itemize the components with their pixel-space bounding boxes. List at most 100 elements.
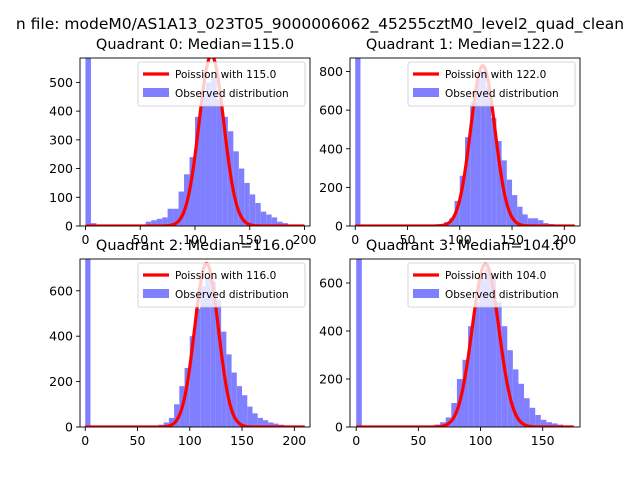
y-tick-label: 400	[49, 329, 73, 344]
histogram-bar	[249, 194, 256, 226]
x-tick-label: 100	[178, 433, 202, 448]
histogram-bar	[475, 79, 481, 226]
x-tick-label: 150	[531, 433, 555, 448]
legend: Poission with 122.0 Observed distribution	[407, 61, 576, 107]
histogram-bar	[512, 195, 518, 226]
legend-box	[137, 61, 306, 107]
legend-label-poisson: Poission with 104.0	[445, 270, 546, 282]
histogram-bar	[546, 422, 553, 427]
y-tick-label: 0	[335, 420, 343, 435]
legend-box	[407, 61, 576, 107]
subplot-title: Quadrant 3: Median=104.0	[366, 238, 564, 254]
legend: Poission with 115.0 Observed distribution	[137, 61, 306, 107]
histogram-bar	[491, 117, 497, 226]
histogram-bar	[524, 398, 530, 427]
x-tick-label: 50	[400, 232, 416, 247]
histogram-bar	[356, 259, 362, 427]
x-tick-label: 0	[81, 232, 89, 247]
x-tick-label: 0	[351, 232, 359, 247]
histogram-bar	[262, 420, 269, 427]
histogram-bar	[205, 277, 211, 427]
histogram-bar	[468, 326, 474, 427]
legend-bar-swatch	[413, 289, 439, 298]
y-tick-label: 200	[319, 372, 343, 387]
legend-label-poisson: Poission with 116.0	[175, 270, 276, 282]
histogram-bar	[507, 350, 513, 427]
y-tick-label: 100	[49, 190, 73, 205]
histogram-bar	[552, 423, 558, 427]
y-tick-label: 400	[49, 104, 73, 119]
y-tick-label: 0	[65, 219, 73, 234]
y-tick-label: 300	[49, 132, 73, 147]
histogram-bar	[163, 422, 169, 427]
x-tick-label: 100	[183, 232, 207, 247]
legend-bar-swatch	[143, 88, 169, 97]
subplot-quadrant-3: 0 50 100 150 0 200 400 600 Quadrant 3: Median=10…	[319, 238, 581, 448]
subplot-title: Quadrant 1: Median=122.0	[366, 37, 564, 53]
legend-bar-swatch	[143, 289, 169, 298]
histogram-bar	[260, 211, 267, 226]
histogram-bar	[473, 302, 480, 427]
y-tick-label: 0	[335, 219, 343, 234]
legend-label-poisson: Poission with 122.0	[445, 69, 546, 81]
histogram-bar	[277, 221, 283, 226]
histogram-bar	[151, 220, 157, 226]
histogram-bar	[85, 259, 91, 427]
poisson-curve	[354, 64, 576, 226]
x-tick-label: 150	[238, 232, 262, 247]
histogram-bar	[496, 141, 502, 226]
x-tick-label: 100	[448, 232, 472, 247]
histogram-bar	[174, 404, 180, 427]
histogram-bar	[189, 157, 195, 226]
histogram-bar	[242, 395, 248, 427]
y-tick-label: 400	[319, 141, 343, 156]
histogram-bar	[465, 137, 471, 226]
histogram-bar	[236, 386, 243, 427]
histogram-bar	[266, 214, 272, 226]
y-tick-label: 200	[319, 180, 343, 195]
histogram-bar	[512, 369, 519, 427]
x-tick-label: 50	[410, 433, 426, 448]
histogram-bar	[268, 422, 274, 427]
histogram-bar	[156, 218, 163, 226]
histogram-bar	[195, 116, 201, 226]
subplot-quadrant-2: 0 50 100 150 200 0 200 400 600 Quadrant 2: Median…	[49, 238, 311, 448]
histogram-bar	[145, 221, 152, 226]
histogram-bar	[518, 383, 525, 427]
histogram-bar	[535, 415, 541, 427]
histogram-bar	[470, 102, 476, 226]
y-tick-label: 800	[319, 64, 343, 79]
histogram-bar	[211, 76, 217, 226]
histogram-bar	[490, 278, 497, 427]
histogram-bar	[529, 407, 536, 427]
histogram-bar	[517, 206, 523, 226]
histogram-bar	[200, 93, 206, 226]
histogram-bar	[459, 175, 465, 226]
histogram-bar	[496, 302, 502, 427]
histogram-bar	[189, 336, 195, 427]
histogram-bar	[178, 191, 185, 226]
histogram-bar	[162, 217, 168, 226]
x-tick-label: 150	[230, 433, 254, 448]
histogram-bar	[231, 372, 237, 427]
histogram-bar	[479, 278, 485, 427]
histogram-bar	[480, 71, 486, 226]
histogram-bar	[532, 218, 539, 226]
histogram-bar	[85, 58, 91, 226]
y-tick-label: 200	[49, 161, 73, 176]
y-tick-label: 600	[49, 283, 73, 298]
histogram-bar	[233, 151, 239, 226]
histogram-bar	[215, 299, 222, 427]
histogram-bar	[210, 281, 216, 427]
histogram-bar	[216, 99, 223, 226]
histogram-bar	[485, 86, 492, 226]
figure-suptitle: n file: modeM0/AS1A13_023T05_9000006062_…	[16, 15, 624, 34]
y-tick-label: 200	[49, 374, 73, 389]
subplot-title: Quadrant 2: Median=116.0	[96, 238, 294, 254]
subplot-title: Quadrant 0: Median=115.0	[96, 37, 294, 53]
histogram-bar	[527, 218, 533, 226]
legend-label-poisson: Poission with 115.0	[175, 69, 276, 81]
histogram-bar	[462, 359, 469, 427]
histogram-bar	[184, 367, 190, 427]
